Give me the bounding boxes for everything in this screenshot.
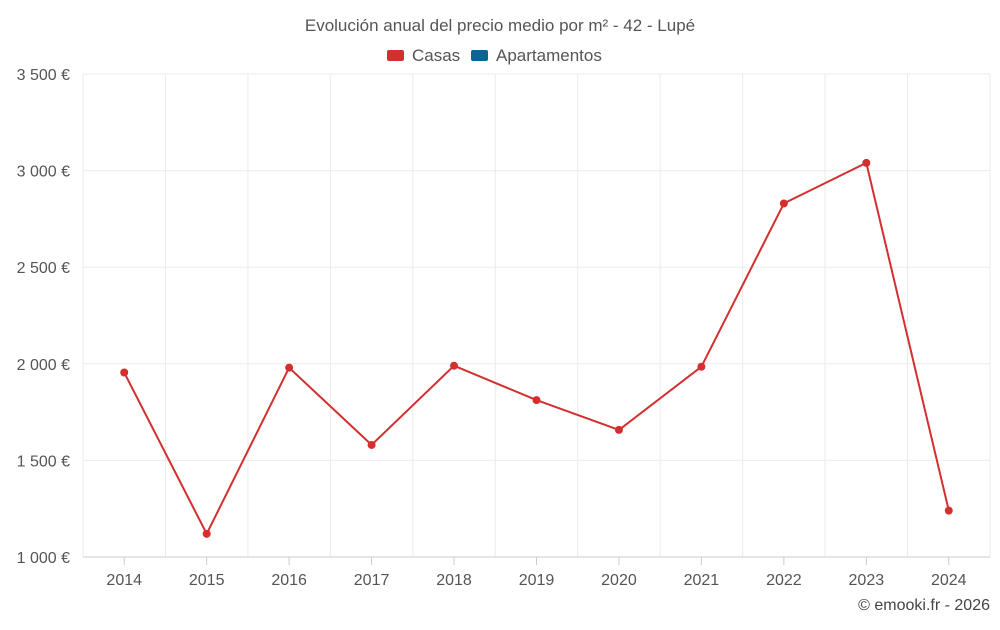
legend-label-casas[interactable]: Casas	[412, 46, 460, 65]
x-tick-label: 2018	[436, 572, 472, 589]
x-tick-label: 2014	[106, 572, 142, 589]
x-tick-label: 2020	[601, 572, 637, 589]
legend: Casas Apartamentos	[387, 46, 602, 65]
data-point-2023[interactable]	[862, 158, 871, 167]
legend-label-apartamentos[interactable]: Apartamentos	[496, 46, 602, 65]
series-layer	[120, 158, 953, 538]
data-point-2014[interactable]	[120, 368, 129, 377]
axes: 1 000 € 1 500 € 2 000 € 2 500 € 3 000 € 3 500…	[17, 67, 990, 589]
grid	[82, 73, 991, 557]
x-tick-label: 2015	[189, 572, 225, 589]
x-tick-label: 2021	[684, 572, 720, 589]
y-tick-label: 3 500 €	[17, 67, 70, 84]
y-tick-label: 2 500 €	[17, 260, 70, 277]
data-point-2021[interactable]	[697, 362, 706, 371]
data-point-2024[interactable]	[944, 506, 953, 515]
data-point-2017[interactable]	[367, 440, 376, 449]
x-tick-label: 2019	[519, 572, 555, 589]
y-tick-label: 2 000 €	[17, 357, 70, 374]
x-tick-label: 2017	[354, 572, 390, 589]
y-tick-label: 1 500 €	[17, 453, 70, 470]
x-tick-label: 2016	[271, 572, 307, 589]
legend-swatch-casas	[387, 50, 404, 61]
x-tick-label: 2022	[766, 572, 802, 589]
data-point-2020[interactable]	[614, 425, 623, 434]
x-tick-label: 2023	[849, 572, 885, 589]
data-point-2015[interactable]	[202, 529, 211, 538]
chart-title: Evolución anual del precio medio por m² …	[305, 16, 695, 35]
data-point-2022[interactable]	[779, 199, 788, 208]
x-tick-label: 2024	[931, 572, 967, 589]
data-point-2016[interactable]	[285, 363, 294, 372]
y-tick-label: 3 000 €	[17, 164, 70, 181]
y-tick-label: 1 000 €	[17, 550, 70, 567]
data-point-2019[interactable]	[532, 396, 541, 405]
legend-swatch-apartamentos	[471, 50, 488, 61]
data-point-2018[interactable]	[450, 361, 459, 370]
credit-text: © emooki.fr - 2026	[858, 597, 990, 614]
